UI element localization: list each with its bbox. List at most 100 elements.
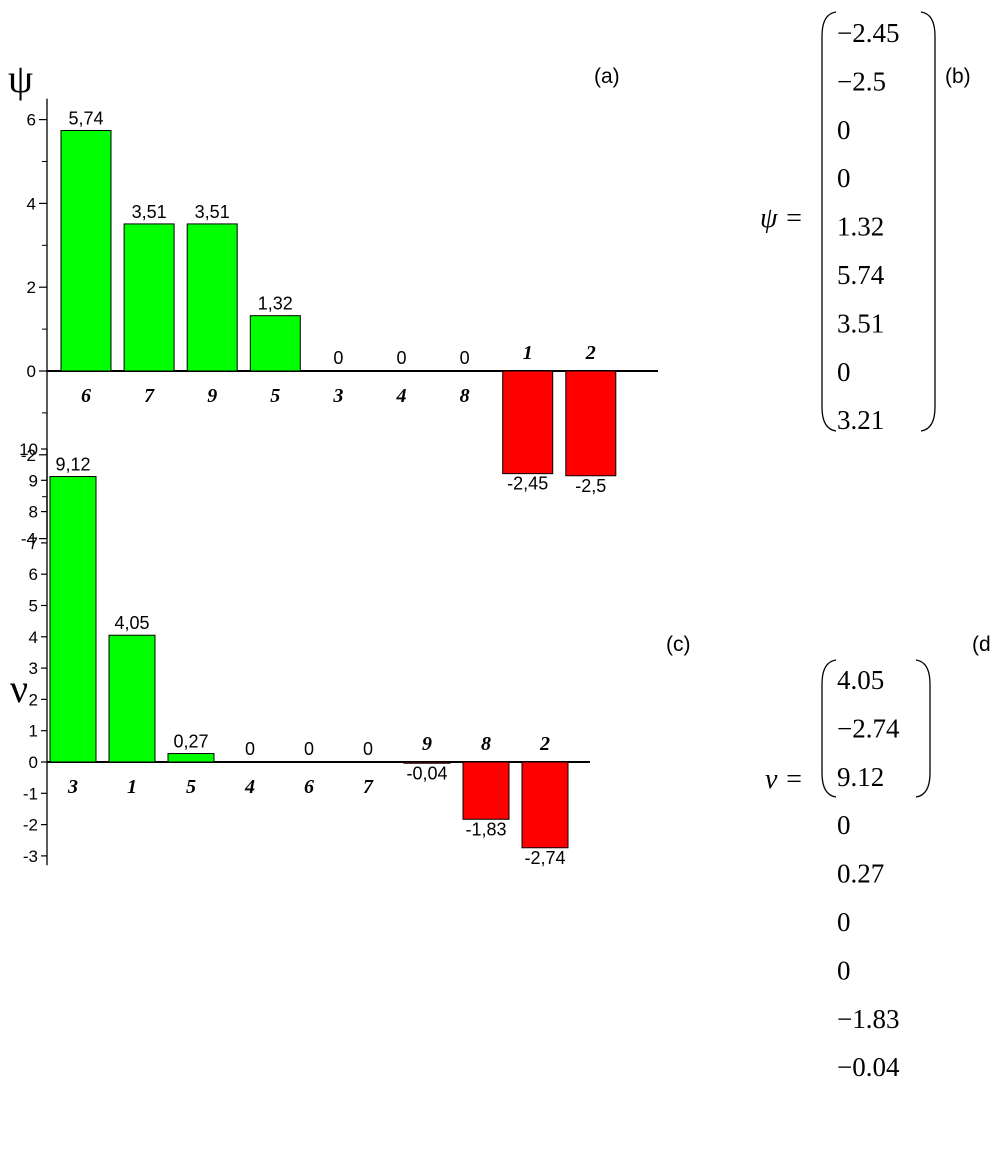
y-tick-label: 1 (29, 722, 38, 741)
category-label: 8 (460, 385, 470, 407)
data-label: -2,5 (575, 476, 606, 496)
data-label: 5,74 (68, 108, 103, 128)
data-label: -2,74 (524, 848, 565, 868)
category-label: 1 (127, 776, 137, 798)
vector-entry: −2.74 (837, 713, 900, 743)
panel-label-a: (a) (594, 65, 620, 88)
left-paren (821, 659, 837, 798)
category-label: 5 (186, 776, 196, 798)
category-label: 5 (270, 385, 280, 407)
y-tick-label: 5 (29, 597, 38, 616)
data-label: 3,51 (132, 202, 167, 222)
data-label: -2,45 (507, 474, 548, 494)
y-tick-label: 4 (29, 628, 38, 647)
psi-vector-name: ψ = (760, 203, 803, 234)
data-label: 0 (245, 739, 255, 759)
bar-2 (565, 370, 617, 477)
y-tick-label: 0 (27, 362, 36, 381)
chart-psi: ψ (a) 6 4 2 0 -2 -4 5,74 6 3,51 7 3,51 9 1,32 5 0 3 0 4 0 8… (8, 56, 658, 549)
y-tick-label: -1 (23, 784, 38, 803)
category-label: 4 (396, 385, 407, 407)
vector-entry: 0 (837, 115, 851, 145)
category-label: 9 (207, 385, 217, 407)
y-tick-label: 10 (19, 440, 38, 459)
bar-7 (123, 223, 175, 372)
category-label: 1 (523, 342, 533, 364)
vector-entry: 9.12 (837, 762, 884, 792)
bar-9 (403, 761, 451, 764)
vector-entry: 0.27 (837, 859, 884, 889)
vector-entry: −0.04 (837, 1052, 900, 1082)
nu-vector: v = (d 4.05 −2.74 9.12 0 0.27 0 0 −1.83 −0.04 (765, 633, 990, 1082)
nu-vector-name: v = (765, 764, 803, 795)
vector-entry: 0 (837, 163, 851, 193)
data-label: 0 (304, 739, 314, 759)
vector-entry: −2.5 (837, 66, 886, 96)
y-tick-label: -4 (21, 530, 36, 549)
panel-label-b: (b) (945, 65, 971, 88)
data-label: 0 (363, 739, 373, 759)
category-label: 8 (481, 733, 491, 755)
y-tick-label: -2 (23, 816, 38, 835)
vector-entry: 3.21 (837, 405, 884, 435)
vector-entry: 5.74 (837, 260, 885, 290)
data-label: 0 (460, 348, 470, 368)
right-paren (920, 11, 936, 432)
category-label: 7 (144, 385, 155, 407)
bar-1 (108, 634, 156, 763)
panel-label-d: (d (972, 633, 990, 656)
y-tick-label: 6 (29, 565, 38, 584)
category-label: 6 (81, 385, 91, 407)
data-label: 4,05 (114, 613, 149, 633)
y-tick-label: 6 (27, 111, 36, 130)
y-tick-label: 0 (29, 753, 38, 772)
bar-9 (186, 223, 238, 372)
data-label: 0,27 (173, 732, 208, 752)
bar-1 (502, 370, 554, 475)
data-label: 0 (333, 348, 343, 368)
bar-3 (49, 476, 97, 763)
vector-entry: −1.83 (837, 1004, 899, 1034)
vector-entry: 1.32 (837, 212, 884, 242)
data-label: 9,12 (55, 455, 90, 475)
panel-label-c: (c) (666, 633, 691, 656)
y-tick-label: 2 (27, 278, 36, 297)
category-label: 3 (332, 385, 343, 407)
y-tick-label: 4 (27, 194, 36, 213)
nu-axis-label: ν (10, 666, 28, 711)
right-paren (915, 659, 931, 798)
bar-6 (60, 129, 112, 372)
y-tick-label: 8 (29, 503, 38, 522)
category-label: 4 (244, 776, 255, 798)
bar-5 (167, 753, 215, 763)
bar-5 (249, 315, 301, 372)
data-label: 3,51 (195, 202, 230, 222)
category-label: 6 (304, 776, 314, 798)
vector-entry: 0 (837, 907, 851, 937)
bar-8 (462, 761, 510, 820)
data-label: -1,83 (465, 819, 506, 839)
y-tick-label: 3 (29, 659, 38, 678)
psi-vector: ψ = (b) −2.45 −2.5 0 0 1.32 5.74 3.51 0 3.21 (760, 11, 971, 435)
category-label: 7 (363, 776, 374, 798)
data-label: 1,32 (258, 294, 293, 314)
chart-nu: ν (c) 109876543210-1-2-39,1234,0510,2750… (10, 440, 691, 868)
y-tick-label: 9 (29, 471, 38, 490)
vector-entry: 0 (837, 810, 851, 840)
data-label: 0 (396, 348, 406, 368)
category-label: 2 (539, 733, 550, 755)
vector-entry: 4.05 (837, 665, 884, 695)
vector-entry: 0 (837, 357, 851, 387)
y-tick-label: -3 (23, 847, 38, 866)
left-paren (821, 11, 837, 432)
category-label: 3 (67, 776, 78, 798)
y-tick-label: -2 (21, 446, 36, 465)
vector-entry: −2.45 (837, 18, 899, 48)
bar-2 (521, 761, 569, 849)
category-label: 9 (422, 733, 432, 755)
data-label: -0,04 (406, 763, 447, 783)
category-label: 2 (585, 342, 596, 364)
vector-entry: 3.51 (837, 308, 884, 338)
vector-entry: 0 (837, 955, 851, 985)
